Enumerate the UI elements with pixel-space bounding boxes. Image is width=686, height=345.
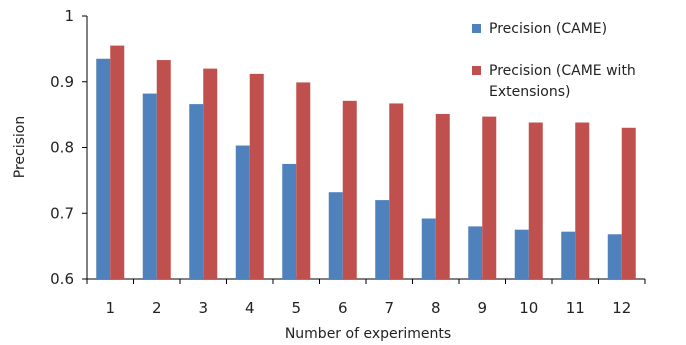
bar-came-extensions — [110, 45, 125, 280]
x-tick-label: 9 — [477, 299, 487, 317]
bar-came-extensions — [575, 122, 590, 279]
y-tick-label: 0.9 — [50, 73, 74, 91]
bar-came — [514, 229, 529, 279]
y-axis-title: Precision — [12, 116, 28, 178]
x-tick-label: 10 — [519, 299, 538, 317]
x-tick-label: 1 — [105, 299, 115, 317]
x-tick-label: 4 — [245, 299, 255, 317]
bar-came-extensions — [435, 113, 450, 279]
x-tick-label: 7 — [384, 299, 394, 317]
bar-came-extensions — [296, 82, 311, 279]
bar-came — [328, 192, 343, 279]
legend-swatch-came-extensions — [472, 66, 481, 75]
bar-came — [96, 58, 111, 279]
bar-came — [282, 163, 297, 279]
legend-label-came-extensions: Precision (CAME with Extensions) — [489, 63, 640, 100]
bars — [96, 45, 636, 280]
y-axis-ticks: 0.6 0.7 0.8 0.9 1 — [50, 7, 87, 288]
bar-came — [189, 104, 204, 279]
bar-came-extensions — [156, 60, 171, 279]
legend-label-line-2: Extensions) — [489, 84, 570, 100]
legend-label-came: Precision (CAME) — [489, 21, 607, 37]
bar-came — [375, 200, 390, 279]
bar-came — [607, 234, 622, 279]
bar-came — [561, 231, 576, 279]
x-tick-label: 12 — [612, 299, 631, 317]
bar-came-extensions — [482, 116, 497, 279]
legend-swatch-came — [472, 24, 481, 33]
x-tick-label: 11 — [566, 299, 585, 317]
x-axis-title: Number of experiments — [285, 326, 451, 342]
y-tick-label: 1 — [64, 7, 74, 25]
x-axis-ticks: 1 2 3 4 5 6 7 8 9 10 11 12 — [86, 279, 646, 317]
x-tick-label: 2 — [152, 299, 162, 317]
bar-came-extensions — [249, 73, 264, 279]
y-tick-label: 0.7 — [50, 204, 74, 222]
bar-came-extensions — [342, 100, 357, 279]
legend-label-line-1: Precision (CAME with — [489, 63, 636, 79]
bar-came-extensions — [528, 122, 543, 279]
bar-came-extensions — [203, 68, 218, 279]
bar-came — [142, 93, 157, 280]
x-tick-label: 5 — [291, 299, 301, 317]
x-tick-label: 6 — [338, 299, 348, 317]
bar-came — [235, 145, 250, 279]
legend: Precision (CAME) Precision (CAME with Ex… — [472, 21, 640, 100]
bar-came-extensions — [389, 103, 404, 279]
y-tick-label: 0.6 — [50, 270, 74, 288]
x-tick-label: 8 — [431, 299, 441, 317]
bar-came-extensions — [621, 127, 636, 280]
x-tick-label: 3 — [198, 299, 208, 317]
bar-came — [421, 218, 436, 279]
y-tick-label: 0.8 — [50, 139, 74, 157]
bar-came — [468, 226, 483, 279]
